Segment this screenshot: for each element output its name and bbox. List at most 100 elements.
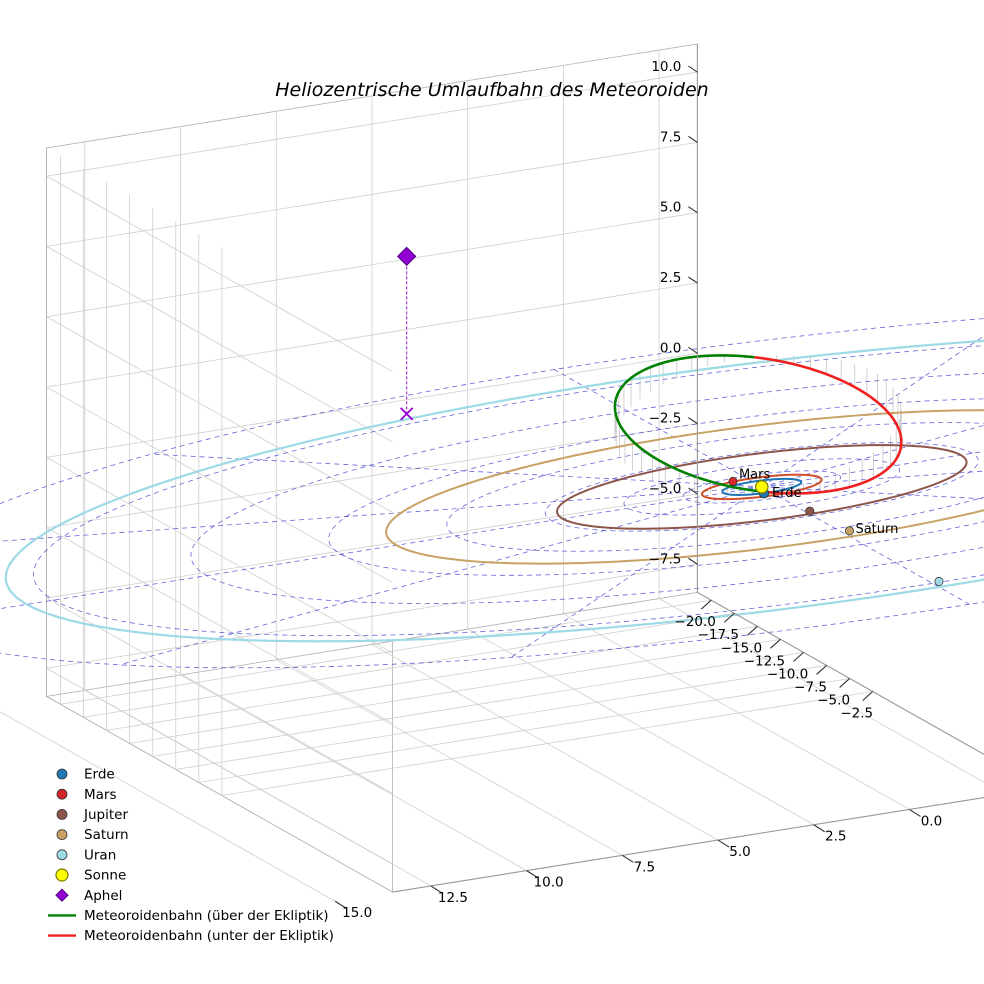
z-tick-mark: [688, 557, 698, 565]
gridline-y-floor: [180, 674, 527, 871]
z-tick-label: 10.0: [651, 59, 681, 75]
y-tick-mark: [622, 854, 634, 863]
x-tick-label: −20.0: [675, 614, 716, 630]
y-tick-mark: [717, 839, 730, 848]
aphelion-projection-x-marker: [400, 407, 414, 421]
y-tick-label: 10.0: [534, 875, 564, 891]
polar-spoke: [119, 486, 762, 666]
marker-uran: [934, 576, 944, 586]
orbit-saturn: [385, 409, 984, 565]
gridline-y-floor: [467, 628, 814, 826]
z-tick-label: 7.5: [660, 129, 681, 145]
legend-marker-swatch: [56, 809, 68, 820]
gridline-z-side: [46, 71, 698, 177]
legend-marker-swatch: [56, 829, 68, 840]
label-mars: Mars: [739, 467, 771, 482]
x-tick-label: −12.5: [744, 653, 785, 669]
x-tick-mark: [747, 625, 758, 636]
label-saturn: Saturn: [855, 522, 898, 537]
z-tick-mark: [688, 65, 698, 73]
polar-spoke: [151, 453, 762, 488]
axis-group: [334, 43, 984, 909]
gridline-y-floor: [563, 613, 910, 810]
x-tick-label: −10.0: [767, 666, 808, 682]
marker-aphel: [396, 246, 417, 267]
legend-item-label: Erde: [84, 767, 115, 783]
gridline-y-floor: [658, 598, 984, 783]
gridline-z-back: [46, 597, 393, 794]
gridline-z-side: [46, 352, 698, 458]
legend-item-label: Sonne: [84, 868, 126, 884]
polar-spoke: [761, 424, 984, 488]
polar-spoke: [0, 486, 762, 542]
planet-orbits-group: [4, 339, 984, 643]
legend-item-label: Meteoroidenbahn (über der Ekliptik): [84, 908, 329, 924]
z-tick-label: 0.0: [660, 340, 681, 356]
marker-sonne: [754, 480, 769, 494]
x-tick-mark: [862, 691, 874, 701]
gridline-z-back: [46, 527, 393, 724]
polar-ring: [623, 458, 900, 516]
gridline-y-floor: [371, 644, 719, 841]
gridline-z-side: [46, 212, 698, 318]
y-tick-label: 5.0: [729, 844, 750, 860]
marker-jupiter: [805, 506, 815, 516]
legend-item-label: Saturn: [84, 827, 129, 843]
legend-marker-swatch: [55, 868, 69, 882]
projection-stems-group: [406, 256, 902, 494]
x-tick-label: −2.5: [840, 706, 873, 722]
polar-spoke: [553, 369, 762, 488]
z-tick-label: 2.5: [660, 270, 681, 286]
x-tick-mark: [793, 651, 804, 662]
y-tick-label: 12.5: [438, 890, 468, 906]
x-tick-mark: [839, 678, 851, 688]
z-tick-mark: [688, 487, 698, 495]
gridline-y-floor: [276, 659, 623, 856]
z-tick-mark: [688, 206, 698, 214]
gridline-z-back: [46, 457, 393, 654]
z-tick-label: −5.0: [649, 481, 682, 497]
orbit-uran: [4, 339, 984, 643]
gridline-z-side: [46, 141, 698, 247]
legend-item-label: Jupiter: [83, 807, 128, 823]
y-tick-label: 15.0: [342, 905, 372, 921]
gridline-z-side: [46, 563, 698, 669]
x-tick-label: −7.5: [794, 679, 827, 695]
gridline-z-back: [46, 667, 393, 865]
y-tick-label: 0.0: [921, 813, 942, 829]
legend-marker-swatch: [55, 888, 69, 902]
meteoroid-orbit-above-ecliptic: [613, 354, 764, 493]
gridline-z-back: [46, 175, 393, 373]
z-tick-mark: [688, 135, 698, 143]
z-tick-label: 5.0: [660, 200, 681, 216]
gridline-z-side: [46, 282, 698, 388]
legend-item-label: Meteoroidenbahn (unter der Ekliptik): [84, 928, 334, 944]
x-tick-label: −17.5: [698, 627, 739, 643]
y-axis-spine: [392, 796, 984, 893]
gridline-z-back: [46, 246, 393, 443]
legend-marker-swatch: [56, 768, 68, 780]
z-tick-mark: [688, 276, 698, 284]
y-tick-label: 7.5: [634, 859, 655, 875]
y-tick-mark: [430, 885, 443, 894]
z-tick-label: −2.5: [649, 411, 682, 427]
z-tick-mark: [688, 346, 698, 354]
meteoroid-orbit-group: [613, 354, 903, 495]
label-erde: Erde: [772, 486, 802, 501]
orbit-mars: [700, 473, 823, 501]
z-tick-mark: [688, 417, 698, 425]
y-tick-label: 2.5: [825, 829, 846, 845]
x-tick-mark: [770, 638, 781, 649]
legend-item-label: Aphel: [84, 888, 122, 904]
x-tick-mark: [700, 599, 712, 610]
polar-grid-group: [0, 318, 984, 669]
gridline-z-side: [46, 423, 698, 529]
polar-spoke: [761, 450, 984, 488]
x-axis-spine: [697, 591, 984, 756]
orbit-jupiter: [556, 444, 968, 530]
gridline-z-back: [46, 316, 393, 513]
gridline-z-side: [46, 493, 698, 599]
